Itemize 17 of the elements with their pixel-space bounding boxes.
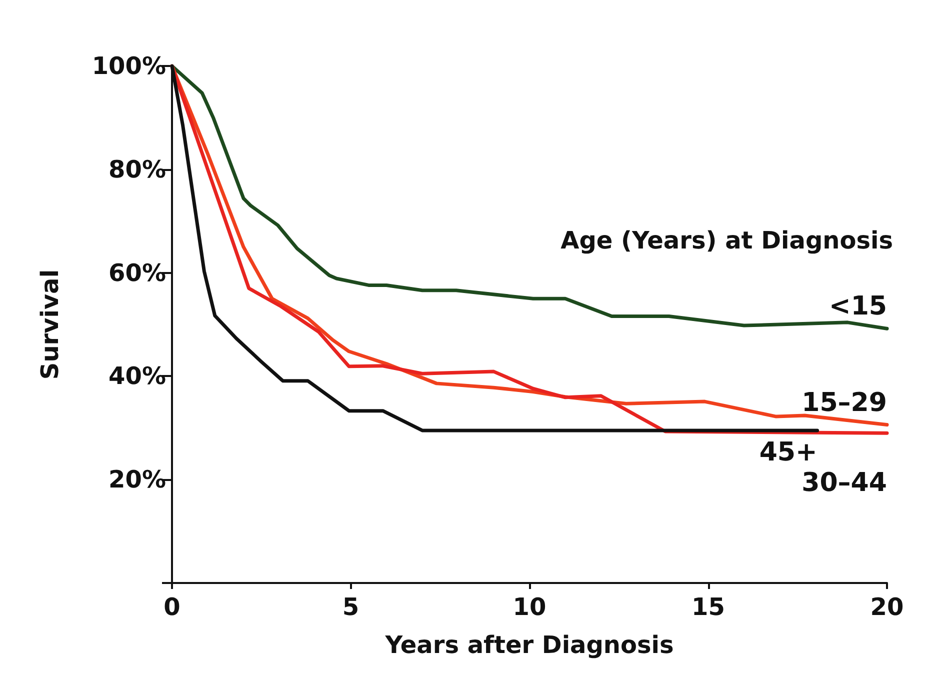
x-tick-label: 10 [512, 593, 546, 621]
legend-title: Age (Years) at Diagnosis [560, 226, 893, 255]
y-tick-label: 40% [108, 362, 166, 390]
y-axis-title: Survival [36, 269, 64, 380]
y-tick-label: 100% [92, 52, 166, 80]
y-tick-label: 20% [108, 466, 166, 494]
series-label: 15–29 [802, 388, 887, 418]
series-label: 45+ [759, 437, 818, 468]
x-axis-title: Years after Diagnosis [384, 631, 674, 659]
y-tick-label: 80% [108, 155, 166, 184]
x-tick-label: 20 [870, 593, 904, 621]
y-tick-label: 60% [108, 258, 166, 287]
series-label: 30–44 [802, 468, 887, 498]
series-label: <15 [829, 292, 887, 322]
x-tick-label: 5 [342, 593, 360, 621]
x-tick-label: 0 [164, 593, 180, 621]
x-tick-label: 15 [692, 593, 725, 621]
